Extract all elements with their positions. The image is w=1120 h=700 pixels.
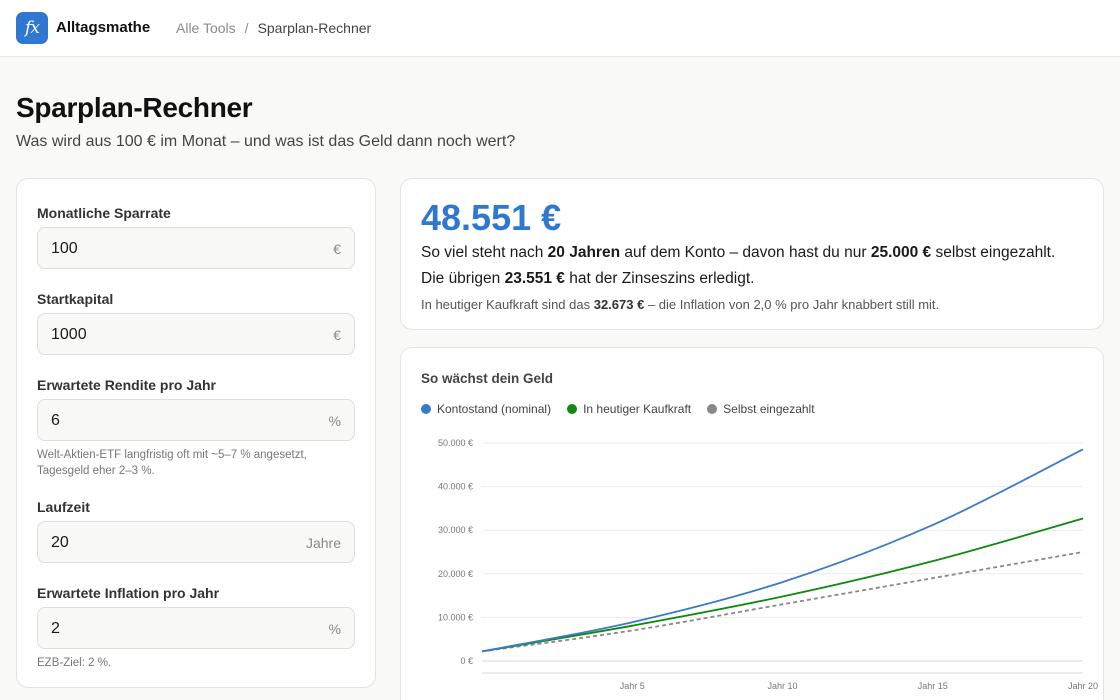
result-text: So viel steht nach bbox=[421, 244, 548, 261]
rate-label: Monatliche Sparrate bbox=[37, 205, 171, 221]
legend-dot-nominal bbox=[421, 404, 431, 414]
start-value: 1000 bbox=[51, 326, 87, 343]
yield-input[interactable]: 6 % bbox=[37, 399, 355, 441]
result-text: Die übrigen bbox=[421, 270, 505, 287]
legend-item-real[interactable]: In heutiger Kaufkraft bbox=[567, 402, 691, 416]
result-line-1: So viel steht nach 20 Jahren auf dem Kon… bbox=[421, 244, 1055, 262]
result-paid-in: 25.000 € bbox=[870, 244, 932, 261]
start-label: Startkapital bbox=[37, 291, 114, 307]
result-line-2: Die übrigen 23.551 € hat der Zinseszins … bbox=[421, 270, 754, 288]
legend-label-real: In heutiger Kaufkraft bbox=[583, 402, 692, 416]
yield-hint: Welt-Aktien-ETF langfristig oft mit ~5–7… bbox=[37, 449, 307, 477]
top-bar: fx Alltagsmathe Alle Tools / Sparplan-Rech… bbox=[0, 0, 1120, 57]
x-tick-label: Jahr 5 bbox=[620, 681, 645, 691]
growth-chart: 0 € 10.000 € 20.000 € 30.000 € 40.000 € 50.00… bbox=[438, 438, 1098, 691]
legend-item-nominal[interactable]: Kontostand (nominal) bbox=[421, 402, 551, 416]
rate-input[interactable]: 100 € bbox=[37, 227, 355, 269]
start-capital-input[interactable]: 1000 € bbox=[37, 313, 355, 355]
result-real-value: 32.673 € bbox=[593, 297, 645, 312]
inflation-unit: % bbox=[328, 621, 341, 637]
y-tick-label: 50.000 € bbox=[438, 438, 473, 448]
legend-label-nominal: Kontostand (nominal) bbox=[437, 402, 552, 416]
inputs-card: Monatliche Sparrate 100 € Startkapital 1… bbox=[16, 178, 376, 688]
result-years: 20 Jahren bbox=[547, 244, 621, 261]
start-unit: € bbox=[333, 327, 341, 343]
duration-label: Laufzeit bbox=[37, 499, 90, 515]
y-tick-label: 20.000 € bbox=[438, 569, 473, 579]
result-text: hat der Zinseszins erledigt. bbox=[564, 270, 755, 287]
legend-label-paid: Selbst eingezahlt bbox=[723, 402, 815, 416]
final-amount: 48.551 € bbox=[421, 197, 562, 238]
y-tick-label: 40.000 € bbox=[438, 482, 473, 492]
legend-dot-real bbox=[567, 404, 578, 414]
inflation-hint: EZB-Ziel: 2 %. bbox=[37, 657, 112, 669]
page-title: Sparplan-Rechner bbox=[16, 92, 253, 123]
breadcrumb: Alle Tools / Sparplan-Rechner bbox=[176, 20, 371, 36]
result-text: auf dem Konto – davon hast du nur bbox=[620, 244, 871, 261]
yield-value: 6 bbox=[51, 412, 60, 429]
app-logo-icon[interactable]: fx bbox=[16, 12, 48, 44]
result-text: – die Inflation von 2,0 % pro Jahr knabb… bbox=[644, 297, 940, 312]
inflation-value: 2 bbox=[51, 620, 60, 637]
x-tick-label: Jahr 15 bbox=[918, 681, 948, 691]
inflation-label: Erwartete Inflation pro Jahr bbox=[37, 585, 220, 601]
result-text: In heutiger Kaufkraft sind das bbox=[421, 297, 594, 312]
breadcrumb-current: Sparplan-Rechner bbox=[257, 20, 372, 36]
series-line bbox=[481, 448, 1084, 653]
x-tick-label: Jahr 10 bbox=[767, 681, 797, 691]
legend-item-paid[interactable]: Selbst eingezahlt bbox=[707, 402, 815, 416]
chart-legend: Kontostand (nominal) In heutiger Kaufkra… bbox=[421, 402, 815, 416]
x-tick-label: Jahr 20 bbox=[1068, 681, 1098, 691]
brand-name[interactable]: Alltagsmathe bbox=[56, 19, 151, 36]
rate-unit: € bbox=[333, 241, 341, 257]
y-tick-label: 0 € bbox=[460, 656, 473, 666]
result-card: 48.551 € So viel steht nach 20 Jahren au… bbox=[400, 178, 1104, 330]
breadcrumb-all-tools[interactable]: Alle Tools bbox=[176, 20, 236, 36]
duration-input[interactable]: 20 Jahre bbox=[37, 521, 355, 563]
result-interest: 23.551 € bbox=[504, 270, 565, 287]
yield-label: Erwartete Rendite pro Jahr bbox=[37, 377, 216, 393]
legend-dot-paid bbox=[707, 404, 718, 414]
breadcrumb-separator: / bbox=[244, 20, 249, 36]
y-tick-label: 10.000 € bbox=[438, 612, 473, 622]
yield-unit: % bbox=[328, 413, 341, 429]
chart-card: So wächst dein Geld Kontostand (nominal)… bbox=[400, 347, 1104, 700]
series-line bbox=[481, 517, 1084, 653]
rate-value: 100 bbox=[51, 240, 78, 257]
result-text: selbst eingezahlt. bbox=[931, 244, 1056, 261]
chart-title: So wächst dein Geld bbox=[421, 371, 554, 386]
page-subtitle: Was wird aus 100 € im Monat – und was is… bbox=[16, 133, 516, 150]
series-line bbox=[481, 551, 1084, 653]
y-tick-label: 30.000 € bbox=[438, 525, 473, 535]
result-purchasing-power: In heutiger Kaufkraft sind das 32.673 € … bbox=[421, 297, 939, 312]
duration-value: 20 bbox=[51, 534, 69, 551]
duration-unit: Jahre bbox=[305, 535, 341, 551]
inflation-input[interactable]: 2 % bbox=[37, 607, 355, 649]
